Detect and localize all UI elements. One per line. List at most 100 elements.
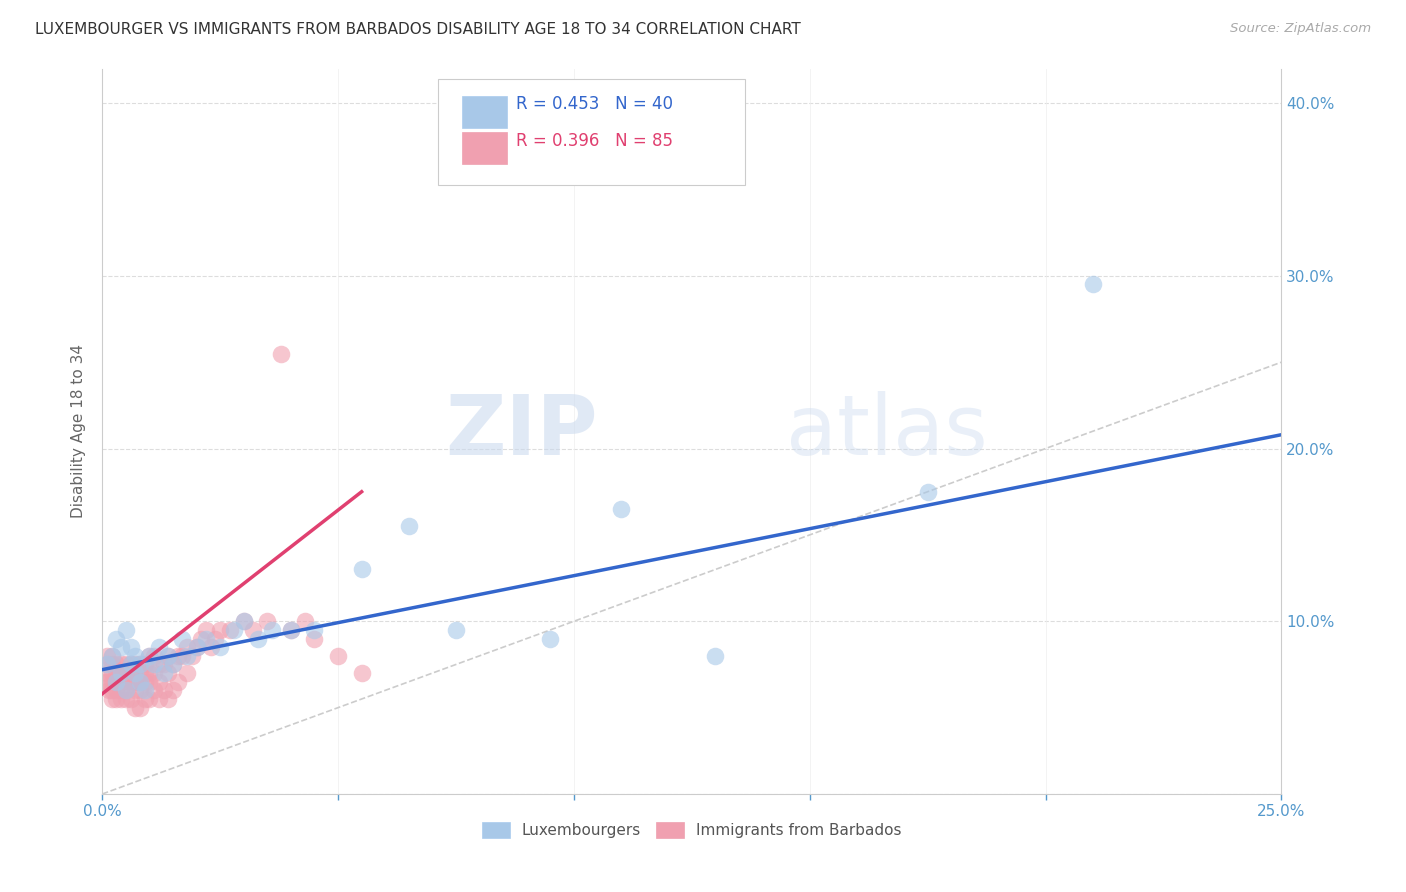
FancyBboxPatch shape: [439, 79, 745, 185]
Point: [176, 666, 198, 681]
Point: [143, 657, 166, 672]
Point: [134, 674, 156, 689]
Point: [148, 657, 170, 672]
Point: [172, 632, 194, 646]
Point: [114, 683, 136, 698]
Point: [134, 683, 156, 698]
Point: [120, 657, 142, 672]
Point: [124, 700, 146, 714]
Point: [304, 632, 326, 646]
Point: [200, 640, 222, 655]
Point: [152, 683, 174, 698]
Point: [143, 666, 166, 681]
Point: [129, 674, 152, 689]
Point: [98, 683, 121, 698]
Point: [270, 346, 292, 360]
Point: [124, 666, 146, 681]
Point: [1081, 277, 1104, 292]
Point: [110, 640, 132, 655]
Point: [124, 666, 146, 681]
Point: [157, 692, 180, 706]
Point: [176, 640, 198, 655]
Point: [148, 640, 170, 655]
Point: [134, 657, 156, 672]
Point: [143, 648, 166, 663]
Point: [204, 632, 226, 646]
Point: [105, 663, 128, 677]
Point: [166, 648, 188, 663]
Point: [114, 623, 136, 637]
Point: [120, 692, 142, 706]
Point: [110, 657, 132, 672]
Point: [917, 484, 939, 499]
Point: [129, 666, 152, 681]
Point: [124, 674, 146, 689]
Point: [162, 683, 184, 698]
Point: [195, 623, 218, 637]
Point: [138, 666, 160, 681]
Point: [120, 666, 142, 681]
Point: [398, 519, 420, 533]
Point: [110, 674, 132, 689]
Point: [105, 669, 128, 683]
Point: [143, 683, 166, 698]
Point: [148, 692, 170, 706]
Point: [120, 674, 142, 689]
Point: [105, 683, 128, 698]
Point: [246, 632, 269, 646]
Point: [350, 666, 373, 681]
Text: atlas: atlas: [786, 391, 988, 472]
Point: [162, 657, 184, 672]
Point: [114, 674, 136, 689]
Point: [186, 640, 208, 655]
Point: [350, 562, 373, 576]
Legend: Luxembourgers, Immigrants from Barbados: Luxembourgers, Immigrants from Barbados: [477, 816, 908, 845]
Point: [242, 623, 264, 637]
Point: [224, 623, 246, 637]
Point: [326, 648, 349, 663]
Point: [704, 648, 727, 663]
Point: [260, 623, 283, 637]
Point: [100, 648, 122, 663]
Point: [105, 632, 128, 646]
Point: [129, 657, 152, 672]
Point: [100, 674, 122, 689]
Point: [105, 674, 128, 689]
Point: [148, 674, 170, 689]
Point: [114, 657, 136, 672]
Point: [96, 674, 118, 689]
Point: [124, 657, 146, 672]
Point: [124, 648, 146, 663]
Point: [93, 674, 115, 689]
FancyBboxPatch shape: [461, 132, 506, 164]
Point: [256, 614, 278, 628]
Point: [280, 623, 302, 637]
Point: [176, 648, 198, 663]
Point: [100, 683, 122, 698]
Point: [232, 614, 254, 628]
Point: [190, 632, 212, 646]
Point: [105, 657, 128, 672]
Point: [172, 648, 194, 663]
Point: [134, 666, 156, 681]
Point: [96, 657, 118, 672]
Point: [129, 674, 152, 689]
Point: [129, 700, 152, 714]
Point: [114, 666, 136, 681]
Point: [114, 692, 136, 706]
Point: [100, 666, 122, 681]
Point: [294, 614, 316, 628]
Point: [209, 640, 232, 655]
Point: [110, 666, 132, 681]
Point: [110, 666, 132, 681]
Point: [444, 623, 467, 637]
Point: [129, 657, 152, 672]
Point: [232, 614, 254, 628]
Point: [120, 640, 142, 655]
Point: [280, 623, 302, 637]
Point: [538, 632, 561, 646]
Point: [96, 648, 118, 663]
Point: [610, 502, 633, 516]
Point: [100, 692, 122, 706]
Point: [162, 657, 184, 672]
